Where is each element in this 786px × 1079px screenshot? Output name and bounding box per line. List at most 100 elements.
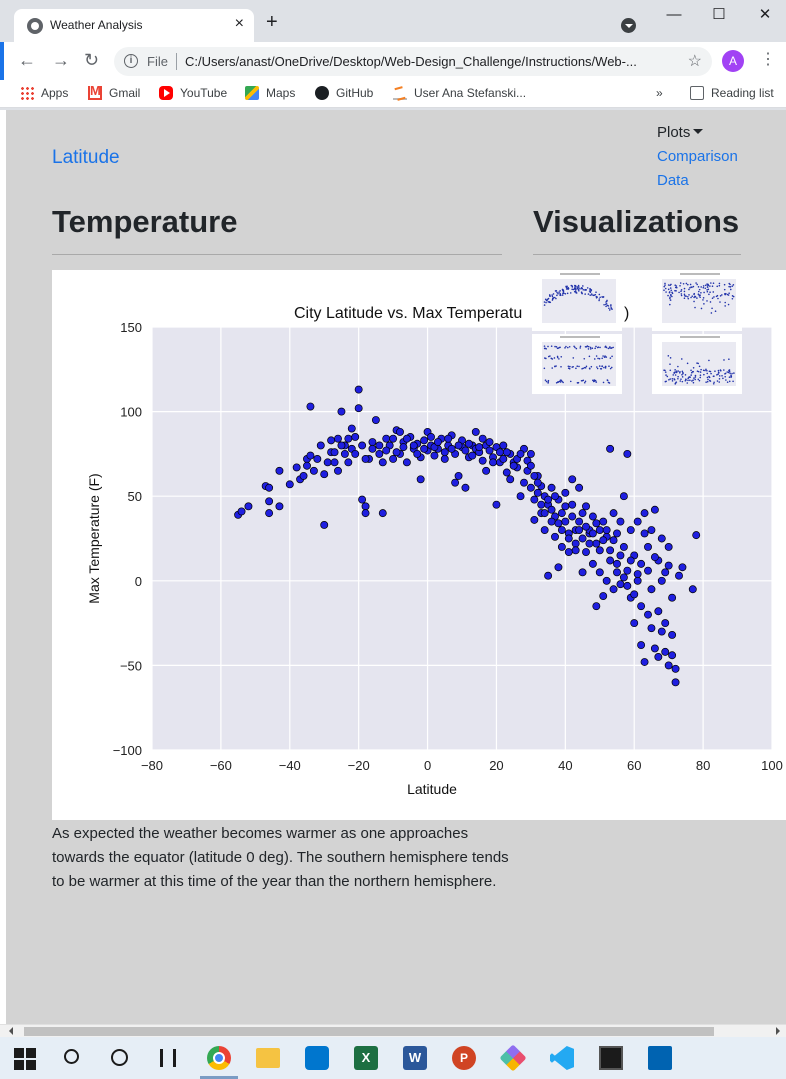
reading-list-button[interactable]: Reading list xyxy=(690,86,774,100)
scrollbar-thumb[interactable] xyxy=(24,1027,714,1036)
excel-icon[interactable]: X xyxy=(354,1046,378,1070)
data-point xyxy=(502,448,511,457)
tab-search-icon[interactable] xyxy=(621,18,636,33)
bookmark-youtube[interactable]: YouTube xyxy=(159,86,227,100)
info-icon[interactable]: i xyxy=(124,54,138,68)
thumbnail-point xyxy=(577,382,579,384)
nav-link-comparison[interactable]: Comparison xyxy=(657,148,738,165)
thumbnail-point xyxy=(581,379,584,382)
reload-icon[interactable]: ↻ xyxy=(84,50,100,70)
plots-dropdown[interactable]: Plots xyxy=(657,124,704,141)
vscode-icon[interactable] xyxy=(550,1046,574,1070)
thumbnail-point xyxy=(670,294,672,297)
word-icon[interactable]: W xyxy=(403,1046,427,1070)
dell-icon[interactable] xyxy=(305,1046,329,1070)
bookmark-gmail[interactable]: Gmail xyxy=(88,83,140,100)
bookmark-github[interactable]: GitHub xyxy=(315,86,373,100)
x-tick-label: 0 xyxy=(424,758,431,773)
bookmark-stackoverflow[interactable]: User Ana Stefanski... xyxy=(393,86,526,100)
thumbnail-point xyxy=(547,355,550,358)
photos-icon[interactable] xyxy=(648,1046,672,1070)
latitude-vs-wind-speed-thumbnail[interactable] xyxy=(652,334,742,394)
thumbnail-point xyxy=(691,286,693,289)
scroll-right-icon[interactable] xyxy=(776,1027,780,1035)
more-bookmarks-button[interactable]: » xyxy=(656,86,663,100)
data-point xyxy=(475,443,484,452)
thumbnail-point xyxy=(702,297,705,299)
file-explorer-icon[interactable] xyxy=(256,1048,280,1068)
data-point xyxy=(568,500,577,509)
thumbnail-point xyxy=(545,301,547,304)
thumbnail-point xyxy=(683,287,686,290)
y-tick-label: 0 xyxy=(135,574,142,589)
data-point xyxy=(630,619,639,628)
thumbnail-point xyxy=(543,367,546,370)
bookmark-star-icon[interactable]: ☆ xyxy=(687,53,702,70)
navbar-brand-link[interactable]: Latitude xyxy=(52,147,120,168)
thumbnail-point xyxy=(692,381,695,384)
avatar[interactable]: A xyxy=(722,50,744,72)
back-icon[interactable]: ← xyxy=(18,50,36,70)
new-tab-button[interactable]: + xyxy=(266,11,278,33)
data-point xyxy=(668,651,677,660)
thumbnail-point xyxy=(705,368,707,371)
thumbnail-point xyxy=(698,288,701,291)
thumbnail-point xyxy=(605,301,607,303)
bookmark-apps[interactable]: Apps xyxy=(20,86,68,100)
cortana-icon[interactable] xyxy=(111,1049,128,1066)
thumbnail-point xyxy=(578,365,580,368)
thumbnail-point xyxy=(682,372,684,375)
thumbnail-point xyxy=(687,297,690,300)
thumbnail-point xyxy=(554,290,557,292)
data-point xyxy=(647,585,656,594)
menu-icon[interactable]: ⋮ xyxy=(760,51,776,68)
thumbnail-point xyxy=(709,291,711,294)
thumbnail-point xyxy=(606,299,608,302)
data-point xyxy=(396,427,404,436)
scroll-left-icon[interactable] xyxy=(9,1027,13,1035)
thumbnail-point xyxy=(595,355,598,357)
task-view-icon[interactable] xyxy=(160,1049,176,1067)
thumbnail-point xyxy=(706,372,709,375)
data-point xyxy=(537,500,546,509)
thumbnail-point xyxy=(576,287,579,290)
browser-tab[interactable]: Weather Analysis × xyxy=(14,9,254,42)
data-point xyxy=(561,517,570,526)
close-tab-button[interactable]: × xyxy=(234,15,244,32)
thumbnail-point xyxy=(685,295,687,298)
maximize-button[interactable]: ☐ xyxy=(712,6,726,23)
thumbnail-point xyxy=(688,294,690,296)
horizontal-scrollbar[interactable] xyxy=(0,1024,786,1037)
thumbnail-point xyxy=(545,380,548,383)
close-window-button[interactable]: ✕ xyxy=(758,6,772,23)
data-point xyxy=(613,568,621,577)
latitude-vs-temperature-thumbnail[interactable] xyxy=(532,271,622,331)
windows-start-icon[interactable] xyxy=(14,1048,36,1070)
search-icon[interactable] xyxy=(64,1049,79,1064)
nav-link-data[interactable]: Data xyxy=(657,172,689,189)
data-point xyxy=(526,483,535,492)
address-bar[interactable]: i File C:/Users/anast/OneDrive/Desktop/W… xyxy=(114,47,712,76)
chrome-icon[interactable] xyxy=(207,1046,231,1070)
url-text[interactable]: C:/Users/anast/OneDrive/Desktop/Web-Desi… xyxy=(185,54,637,69)
data-point xyxy=(292,463,301,472)
thumbnail-point xyxy=(589,346,592,349)
minimize-button[interactable]: — xyxy=(666,6,682,23)
thumbnail-point xyxy=(726,371,728,373)
latitude-vs-humidity-thumbnail[interactable] xyxy=(652,271,742,331)
bookmark-maps[interactable]: Maps xyxy=(245,86,295,100)
thumbnail-point xyxy=(667,288,670,291)
data-point xyxy=(575,517,584,526)
thumbnail-point xyxy=(581,292,583,295)
latitude-vs-cloudiness-thumbnail[interactable] xyxy=(532,334,622,394)
thumbnail-point xyxy=(702,299,704,301)
thumbnail-point xyxy=(699,371,702,373)
terminal-icon[interactable] xyxy=(599,1046,623,1070)
data-point xyxy=(551,532,559,541)
forward-icon[interactable]: → xyxy=(52,50,70,70)
thumbnail-point xyxy=(716,380,719,382)
powerpoint-icon[interactable]: P xyxy=(452,1046,476,1070)
data-point xyxy=(440,455,449,463)
gem-app-icon[interactable] xyxy=(499,1044,527,1072)
data-point xyxy=(561,502,570,511)
